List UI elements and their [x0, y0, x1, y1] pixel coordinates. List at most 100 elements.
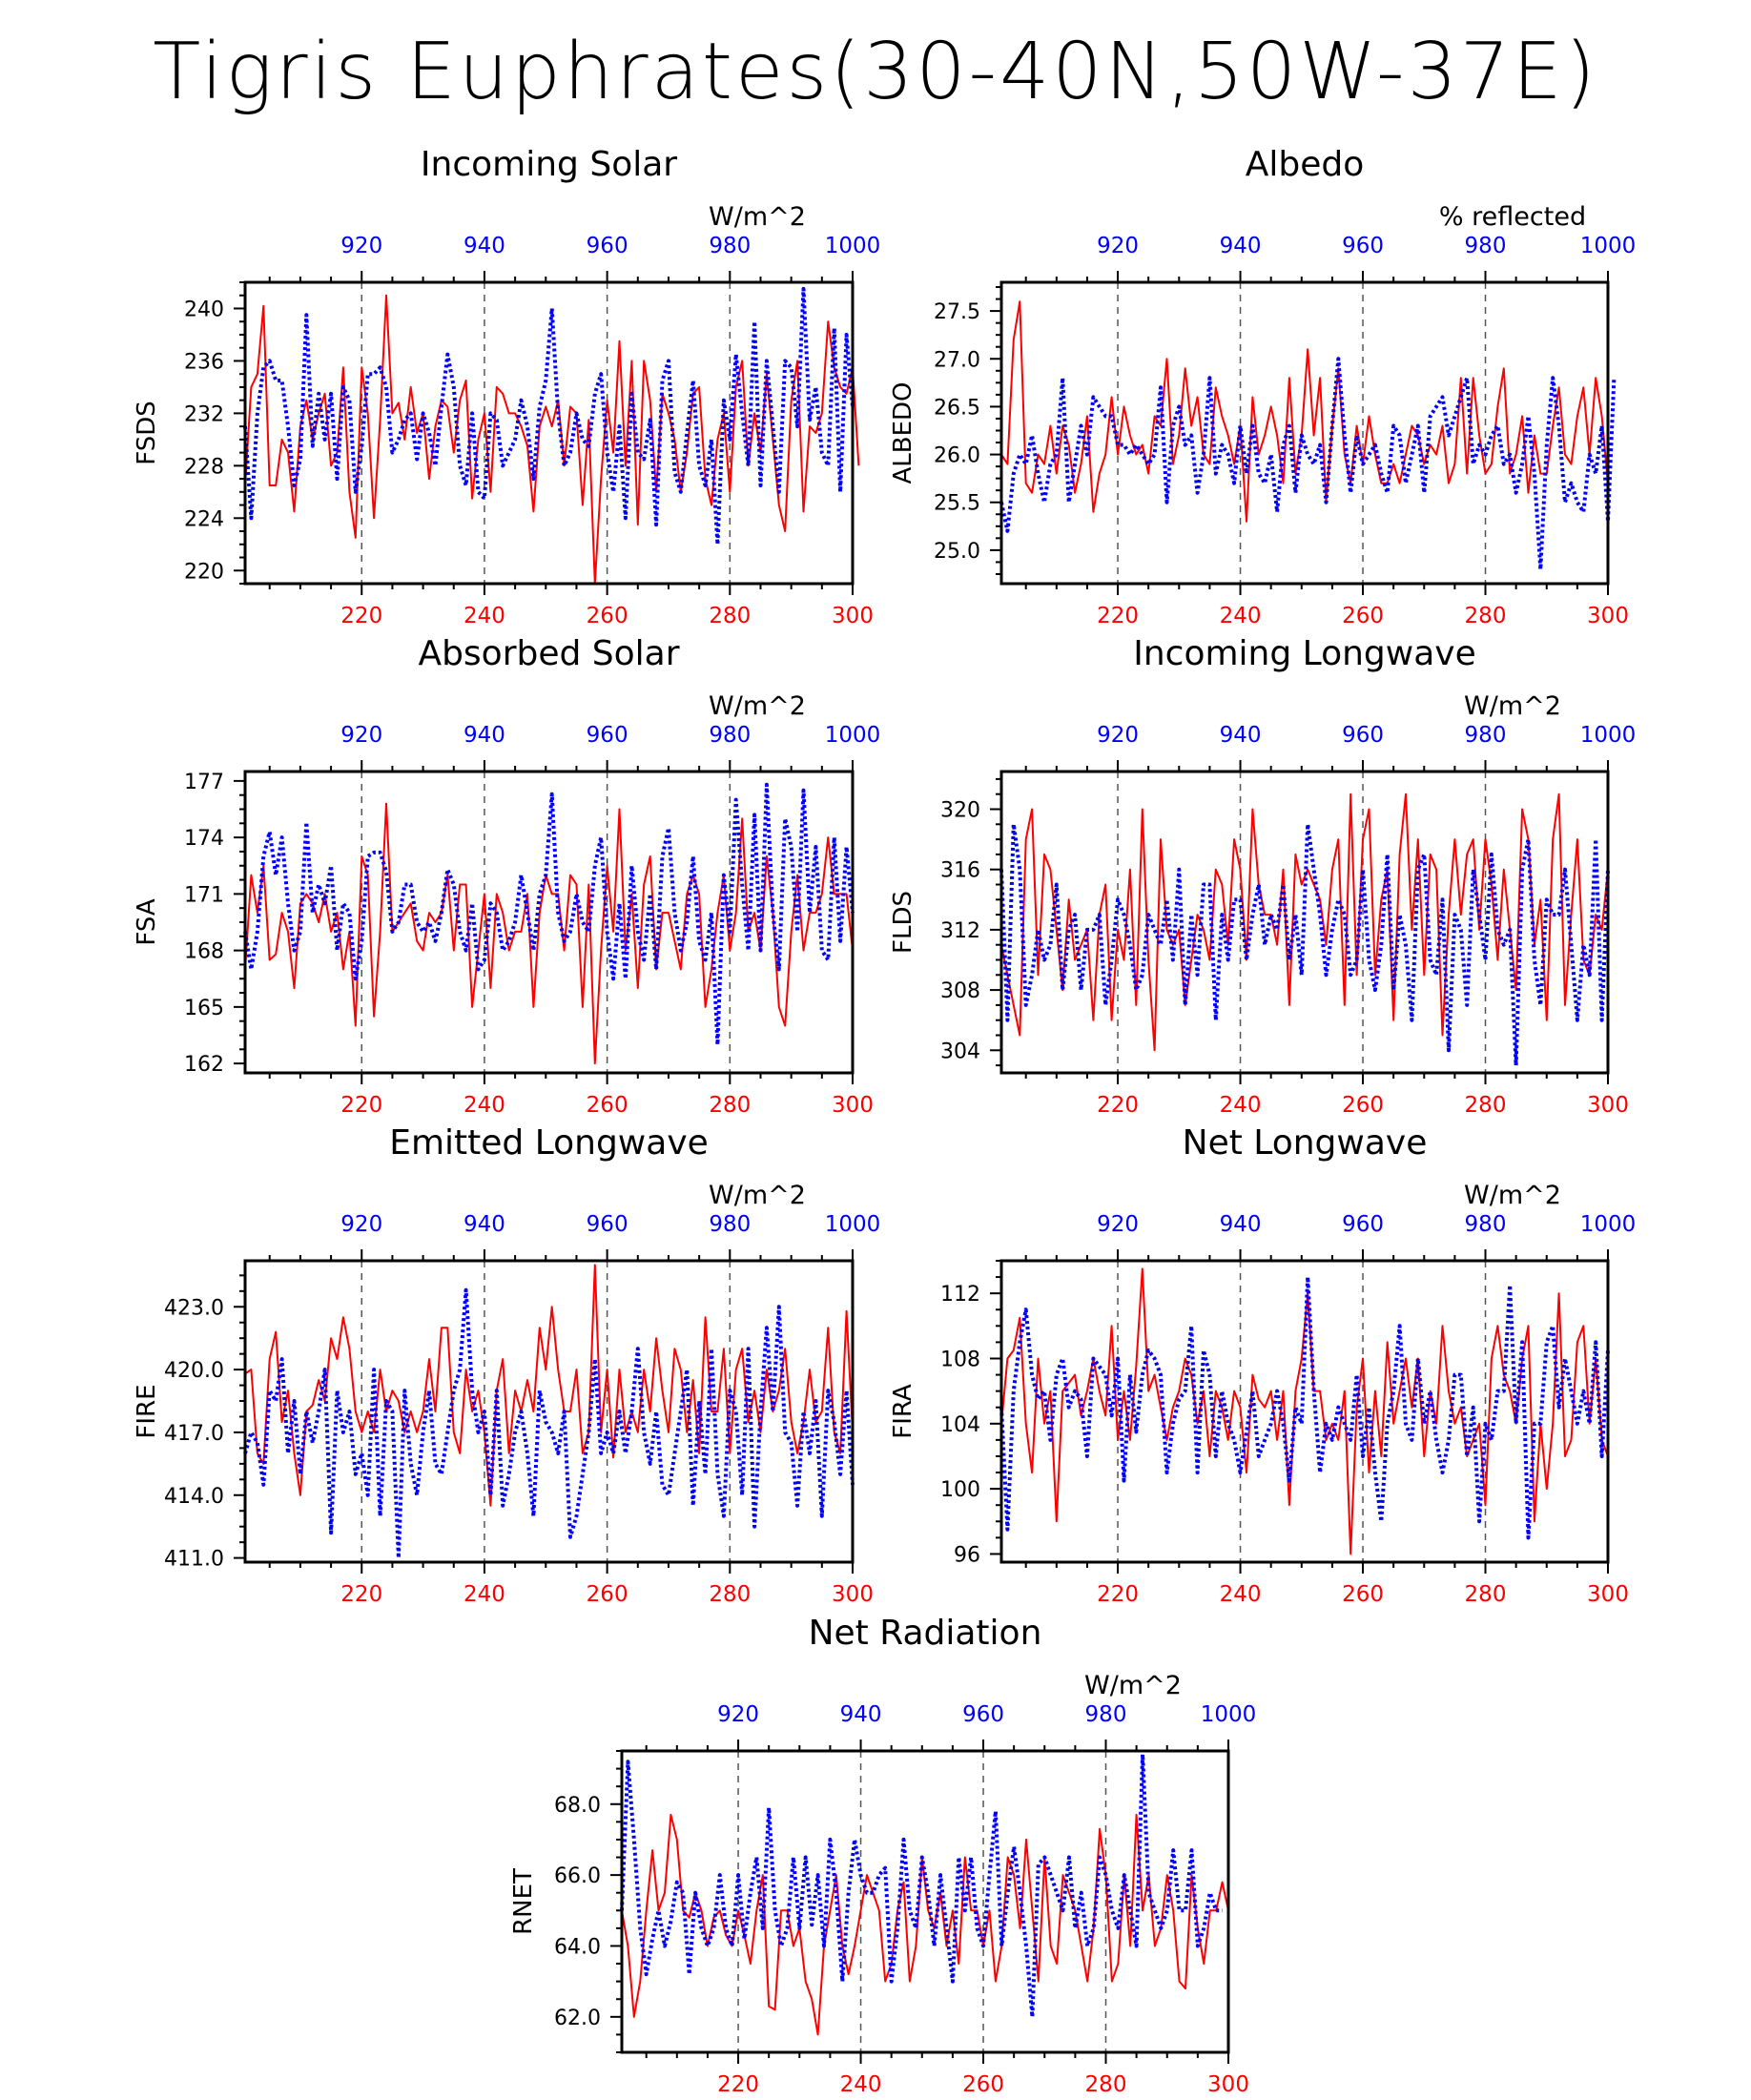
series-line-blue [999, 357, 1617, 571]
x-bottom-tick-label: 300 [1587, 604, 1629, 628]
x-bottom-tick-label: 240 [1220, 1582, 1262, 1607]
x-bottom-tick-label: 220 [1097, 1582, 1139, 1607]
y-tick-label: 26.5 [934, 396, 980, 420]
x-bottom-tick-label: 240 [464, 1582, 505, 1607]
x-top-tick-label: 920 [1097, 1212, 1139, 1237]
x-top-tick-label: 940 [840, 1702, 882, 1727]
x-top-tick-label: 940 [1220, 1212, 1262, 1237]
x-bottom-tick-label: 280 [1465, 604, 1507, 628]
series-line-blue [243, 782, 855, 1047]
y-tick-label: 25.0 [934, 540, 980, 564]
y-tick-label: 171 [184, 883, 224, 907]
x-top-tick-label: 980 [1465, 1212, 1507, 1237]
y-tick-label: 228 [184, 455, 224, 479]
y-tick-label: 64.0 [554, 1935, 601, 1959]
x-top-tick-label: 920 [1097, 234, 1139, 258]
x-top-tick-label: 1000 [1580, 234, 1637, 258]
y-tick-label: 423.0 [164, 1296, 224, 1320]
y-tick-label: 108 [940, 1348, 980, 1371]
y-tick-label: 104 [940, 1413, 980, 1437]
y-tick-label: 304 [940, 1040, 980, 1063]
panel-title: Emitted Longwave [389, 1123, 709, 1163]
plot-frame [620, 1749, 1230, 2054]
x-top-tick-label: 920 [340, 723, 382, 748]
y-tick-label: 220 [184, 560, 224, 584]
x-top-tick-label: 1000 [1580, 723, 1637, 748]
y-tick-label: 26.0 [934, 444, 980, 468]
y-tick-label: 232 [184, 402, 224, 426]
x-top-tick-label: 940 [1220, 234, 1262, 258]
y-tick-label: 96 [954, 1543, 980, 1567]
plot-frame [999, 280, 1610, 586]
panel-fsds: Incoming Solar W/m^2 220 224 228 232 236 240 FSD… [133, 145, 880, 628]
panel-albedo: Albedo % reflected 25.0 25.5 26.0 26.5 27.0 27.… [889, 145, 1636, 628]
x-top-tick-label: 920 [717, 1702, 759, 1727]
x-bottom-tick-label: 300 [832, 1093, 874, 1118]
x-bottom-tick-label: 300 [1207, 2072, 1249, 2097]
x-bottom-tick-label: 220 [340, 604, 382, 628]
x-bottom-tick-label: 240 [1220, 604, 1262, 628]
x-top-tick-label: 980 [1085, 1702, 1127, 1727]
x-top-tick-label: 980 [709, 1212, 751, 1237]
x-top-tick-label: 980 [709, 234, 751, 258]
y-tick-label: 25.5 [934, 492, 980, 516]
x-top-tick-label: 960 [1342, 234, 1384, 258]
x-top-tick-label: 920 [340, 1212, 382, 1237]
panel-title: Net Radiation [809, 1614, 1042, 1653]
x-bottom-tick-label: 260 [587, 1582, 628, 1607]
x-bottom-tick-label: 220 [1097, 604, 1139, 628]
panel-title: Absorbed Solar [418, 634, 679, 673]
series-line-blue [243, 1287, 855, 1560]
x-top-tick-label: 960 [962, 1702, 1004, 1727]
series-line-blue [620, 1752, 1223, 2019]
panel-title: Net Longwave [1183, 1123, 1428, 1163]
y-tick-label: 316 [940, 859, 980, 883]
x-bottom-tick-label: 280 [1465, 1093, 1507, 1118]
units-label: W/m^2 [1464, 691, 1561, 721]
x-bottom-tick-label: 260 [587, 604, 628, 628]
y-tick-label: 236 [184, 350, 224, 374]
plot-frame [243, 280, 855, 586]
y-tick-label: 66.0 [554, 1864, 601, 1888]
panel-fira: Net Longwave W/m^2 96 100 104 108 112 FIRA 220 24… [889, 1123, 1636, 1607]
units-label: W/m^2 [709, 1181, 806, 1210]
y-axis-label: FLDS [889, 891, 917, 954]
x-bottom-tick-label: 260 [1342, 1582, 1384, 1607]
x-top-tick-label: 1000 [825, 234, 881, 258]
series-line-blue [999, 1275, 1610, 1540]
y-tick-label: 165 [184, 997, 224, 1020]
x-bottom-tick-label: 280 [709, 604, 751, 628]
y-tick-label: 414.0 [164, 1485, 224, 1509]
x-top-tick-label: 1000 [825, 723, 881, 748]
y-tick-label: 100 [940, 1478, 980, 1502]
series-line-red [244, 802, 854, 1065]
x-top-tick-label: 920 [1097, 723, 1139, 748]
x-bottom-tick-label: 260 [962, 2072, 1004, 2097]
units-label: % reflected [1439, 202, 1586, 232]
x-top-tick-label: 940 [1220, 723, 1262, 748]
plot-frame [243, 1259, 855, 1564]
plot-frame [999, 1259, 1610, 1564]
x-top-tick-label: 980 [1465, 234, 1507, 258]
x-top-tick-label: 1000 [1201, 1702, 1257, 1727]
y-tick-label: 312 [940, 919, 980, 943]
units-label: W/m^2 [709, 202, 806, 232]
y-tick-label: 27.5 [934, 300, 980, 324]
y-tick-label: 308 [940, 979, 980, 1003]
y-tick-label: 62.0 [554, 2007, 601, 2030]
units-label: W/m^2 [1464, 1181, 1561, 1210]
plot-frame [999, 770, 1610, 1075]
x-bottom-tick-label: 220 [717, 2072, 759, 2097]
y-tick-label: 411.0 [164, 1548, 224, 1572]
y-tick-label: 224 [184, 507, 224, 531]
x-top-tick-label: 960 [587, 723, 628, 748]
y-axis-label: FIRE [133, 1384, 161, 1438]
x-bottom-tick-label: 280 [709, 1582, 751, 1607]
x-top-tick-label: 960 [1342, 723, 1384, 748]
x-top-tick-label: 1000 [825, 1212, 881, 1237]
x-top-tick-label: 960 [587, 1212, 628, 1237]
series-line-red [1000, 793, 1609, 1052]
y-axis-label: FSA [133, 898, 161, 945]
y-tick-label: 417.0 [164, 1422, 224, 1446]
